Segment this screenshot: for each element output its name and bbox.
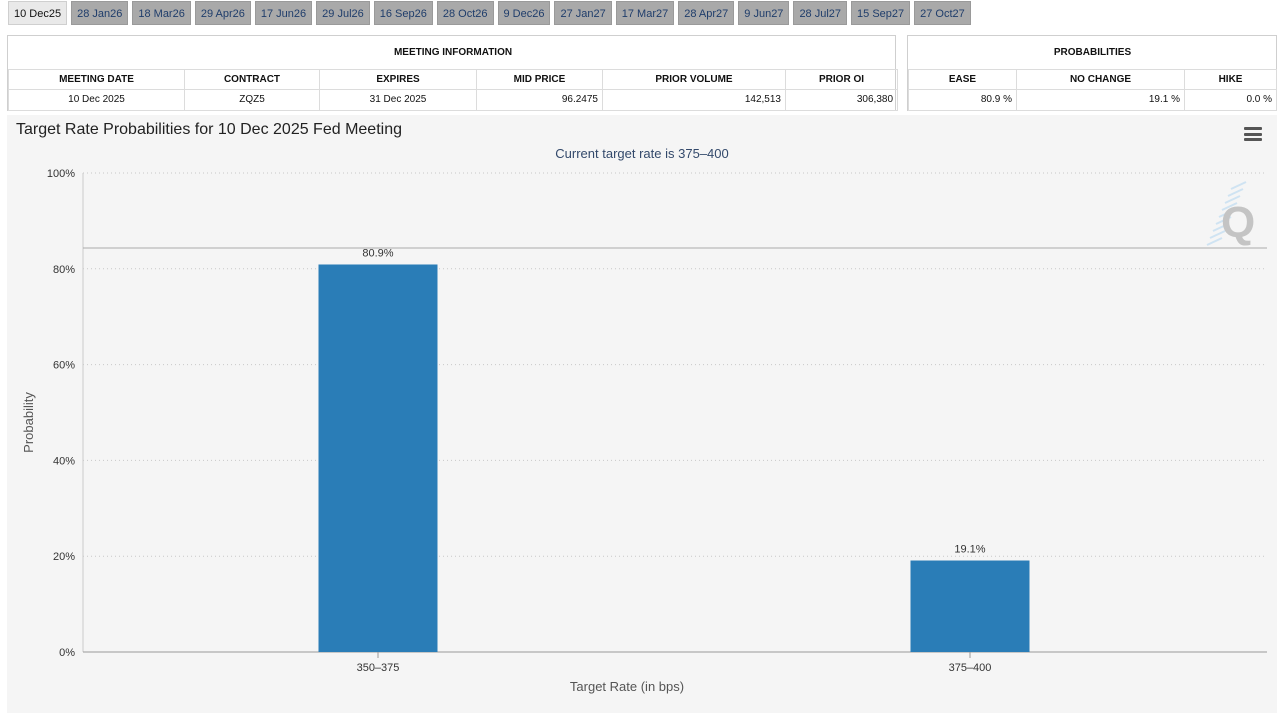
table-row: 10 Dec 2025 ZQZ5 31 Dec 2025 96.2475 142…: [8, 88, 899, 111]
col-prior-volume: PRIOR VOLUME: [602, 68, 786, 90]
q-logo-stripe: [1215, 216, 1232, 225]
mid-price-value: 96.2475: [476, 88, 603, 111]
tab-meeting-12[interactable]: 9 Jun27: [738, 1, 790, 25]
q-logo-stripe: [1209, 230, 1226, 239]
tab-meeting-3[interactable]: 29 Apr26: [194, 1, 251, 25]
tab-meeting-11[interactable]: 28 Apr27: [678, 1, 735, 25]
bar-chart: 0% 20% 40% 60% 80% 100% 80.9% 350–375 19.1% 375–4…: [21, 168, 1267, 694]
chart-title: Target Rate Probabilities for 10 Dec 202…: [16, 121, 402, 138]
q-logo-stripe: [1230, 181, 1247, 190]
y-tick-label: 80%: [53, 264, 75, 276]
y-axis-title: Probability: [21, 392, 36, 453]
tab-meeting-10[interactable]: 17 Mar27: [615, 1, 675, 25]
y-tick-label: 0%: [59, 647, 75, 659]
tab-meeting-0[interactable]: 10 Dec25: [8, 1, 68, 25]
tab-meeting-7[interactable]: 28 Oct26: [436, 1, 494, 25]
q-logo-watermark: Q: [1206, 181, 1255, 247]
data-label: 19.1%: [954, 544, 985, 556]
q-logo-stripe: [1224, 195, 1241, 204]
y-tick-label: 40%: [53, 455, 75, 467]
tab-meeting-14[interactable]: 15 Sep27: [851, 1, 911, 25]
table-row: 80.9 % 19.1 % 0.0 %: [908, 88, 1278, 111]
meeting-information-table: MEETING INFORMATION MEETING DATE CONTRAC…: [7, 35, 899, 111]
q-logo-stripe: [1221, 202, 1238, 211]
tab-meeting-2[interactable]: 18 Mar26: [132, 1, 191, 25]
probabilities-title: PROBABILITIES: [908, 36, 1277, 70]
data-label: 80.9%: [362, 247, 393, 259]
q-logo-stripe: [1212, 223, 1229, 232]
tab-meeting-13[interactable]: 28 Jul27: [793, 1, 848, 25]
col-meeting-date: MEETING DATE: [8, 68, 185, 90]
y-tick-label: 60%: [53, 360, 75, 372]
meeting-tabs: 10 Dec25 28 Jan26 18 Mar26 29 Apr26 17 Jun26…: [8, 1, 971, 25]
col-contract: CONTRACT: [184, 68, 320, 90]
contract-value: ZQZ5: [184, 88, 320, 111]
q-logo-stripe: [1206, 237, 1223, 246]
y-tick-label: 100%: [47, 168, 75, 180]
prior-oi-value: 306,380: [784, 88, 899, 111]
q-logo-letter: Q: [1221, 198, 1255, 247]
hike-value: 0.0 %: [1183, 88, 1278, 111]
probabilities-table: PROBABILITIES EASE NO CHANGE HIKE 80.9 %…: [907, 35, 1278, 111]
bar: [318, 264, 438, 652]
y-tick-label: 20%: [53, 551, 75, 563]
tab-meeting-1[interactable]: 28 Jan26: [71, 1, 129, 25]
x-tick-label: 375–400: [949, 662, 992, 674]
tab-meeting-15[interactable]: 27 Oct27: [914, 1, 971, 25]
meeting-information-title: MEETING INFORMATION: [8, 36, 898, 70]
col-expires: EXPIRES: [319, 68, 477, 90]
chart-panel: 0% 20% 40% 60% 80% 100% 80.9% 350–375 19.1% 375–4…: [7, 115, 1277, 713]
bar: [910, 560, 1030, 652]
ease-value: 80.9 %: [908, 88, 1017, 111]
x-tick-label: 350–375: [357, 662, 400, 674]
col-prior-oi: PRIOR OI: [784, 68, 899, 90]
tab-meeting-5[interactable]: 29 Jul26: [316, 1, 370, 25]
q-logo-stripe: [1218, 209, 1235, 218]
col-ease: EASE: [908, 68, 1017, 90]
x-axis-title: Target Rate (in bps): [570, 679, 684, 694]
expires-value: 31 Dec 2025: [319, 88, 477, 111]
col-hike: HIKE: [1183, 68, 1278, 90]
chart-subtitle: Current target rate is 375–400: [555, 146, 729, 161]
meeting-date-value: 10 Dec 2025: [8, 88, 185, 111]
no-change-value: 19.1 %: [1016, 88, 1185, 111]
prior-volume-value: 142,513: [602, 88, 786, 111]
col-mid-price: MID PRICE: [476, 68, 603, 90]
tab-meeting-9[interactable]: 27 Jan27: [554, 1, 612, 25]
hamburger-menu-icon[interactable]: [1244, 127, 1262, 141]
tab-meeting-4[interactable]: 17 Jun26: [254, 1, 313, 25]
col-no-change: NO CHANGE: [1016, 68, 1185, 90]
q-logo-stripe: [1227, 188, 1244, 197]
tab-meeting-6[interactable]: 16 Sep26: [373, 1, 433, 25]
tab-meeting-8[interactable]: 9 Dec26: [497, 1, 551, 25]
